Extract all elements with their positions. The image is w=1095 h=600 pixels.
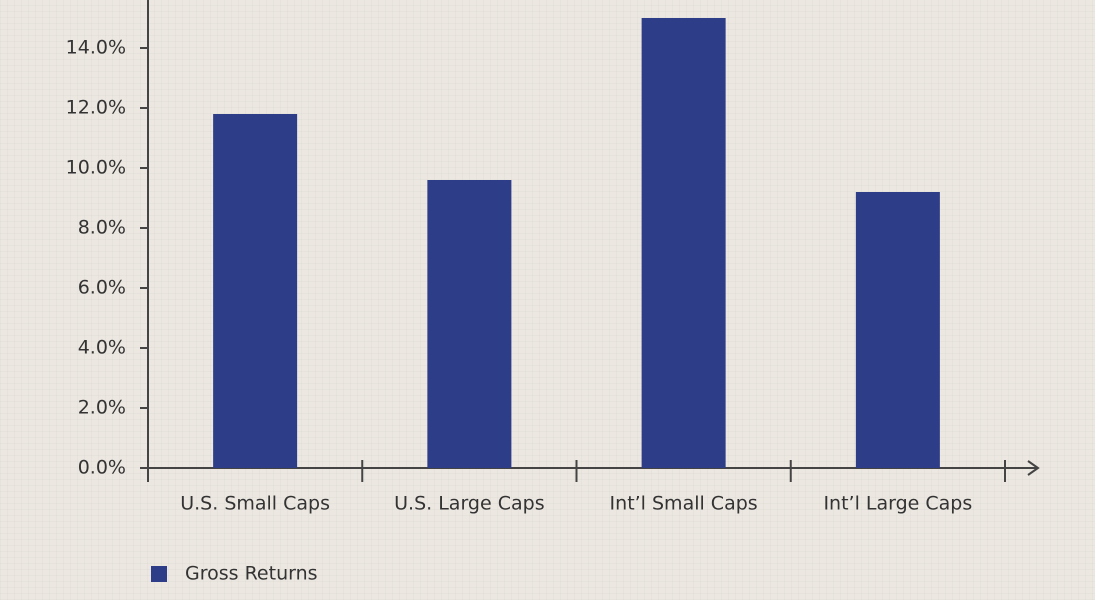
y-tick-label: 14.0% — [66, 37, 126, 59]
x-tick-label: Int’l Large Caps — [823, 493, 972, 515]
x-tick-label: U.S. Large Caps — [394, 493, 544, 515]
bar — [641, 18, 726, 468]
y-tick-label: 4.0% — [78, 337, 126, 359]
y-tick-label: 12.0% — [66, 97, 126, 119]
y-tick-label: 2.0% — [78, 397, 126, 419]
y-tick-label: 10.0% — [66, 157, 126, 179]
legend-swatch — [151, 566, 167, 582]
y-tick-label: 6.0% — [78, 277, 126, 299]
legend-label: Gross Returns — [185, 563, 318, 585]
x-tick-label: U.S. Small Caps — [180, 493, 330, 515]
x-tick-label: Int’l Small Caps — [610, 493, 758, 515]
x-axis-arrow — [1027, 460, 1040, 476]
bar — [855, 192, 940, 468]
bar — [213, 114, 298, 468]
bar — [427, 180, 512, 468]
y-tick-label: 0.0% — [78, 457, 126, 479]
y-tick-label: 8.0% — [78, 217, 126, 239]
